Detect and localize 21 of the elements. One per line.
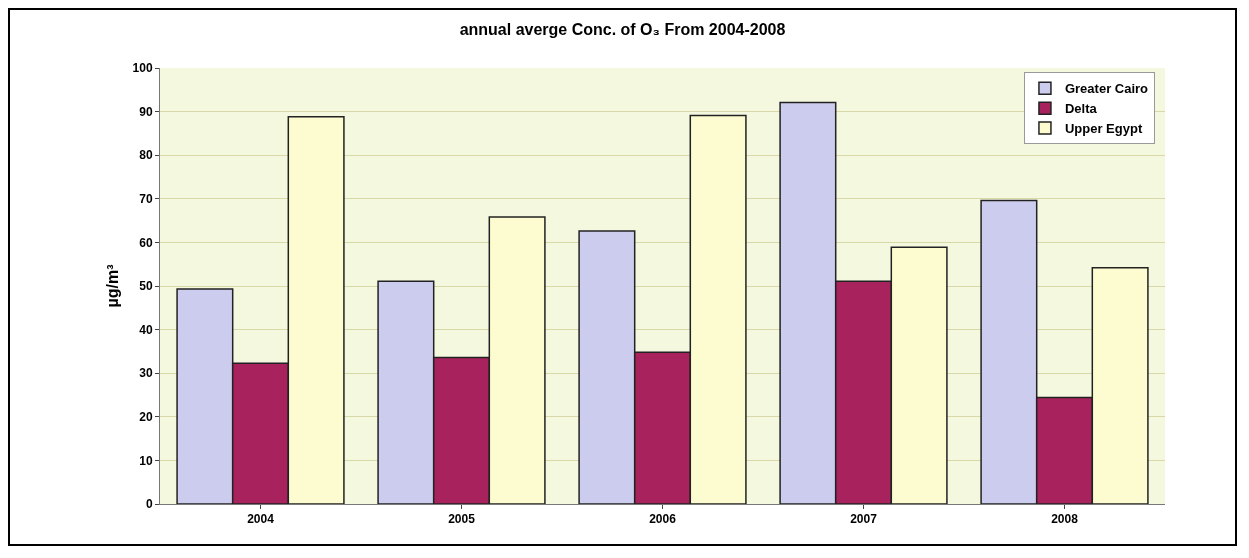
- legend-label: Delta: [1064, 101, 1098, 117]
- y-tick-label: 10: [139, 453, 153, 468]
- x-tick-label: 2008: [1051, 512, 1079, 527]
- chart-title: annual averge Conc. of O₃ From 2004-2008: [459, 20, 786, 38]
- x-tick-label: 2004: [247, 512, 275, 527]
- y-tick-label: 20: [139, 410, 153, 424]
- y-tick-label: 100: [132, 61, 153, 76]
- y-tick-label: 0: [145, 497, 153, 512]
- x-tick-label: 2005: [448, 512, 476, 527]
- y-tick-label: 40: [139, 322, 153, 337]
- y-tick-label: 90: [139, 104, 153, 119]
- y-tick-label: 80: [139, 148, 153, 163]
- y-tick-label: 70: [139, 192, 153, 206]
- y-tick-label: 60: [139, 235, 153, 250]
- legend-label: Upper Egypt: [1064, 121, 1143, 137]
- y-axis-title: µg/m³: [104, 264, 121, 308]
- y-tick-label: 30: [139, 366, 153, 381]
- legend-label: Greater Cairo: [1064, 81, 1149, 97]
- y-tick-label: 50: [139, 279, 153, 294]
- x-tick-label: 2006: [649, 512, 677, 527]
- x-tick-label: 2007: [850, 512, 878, 527]
